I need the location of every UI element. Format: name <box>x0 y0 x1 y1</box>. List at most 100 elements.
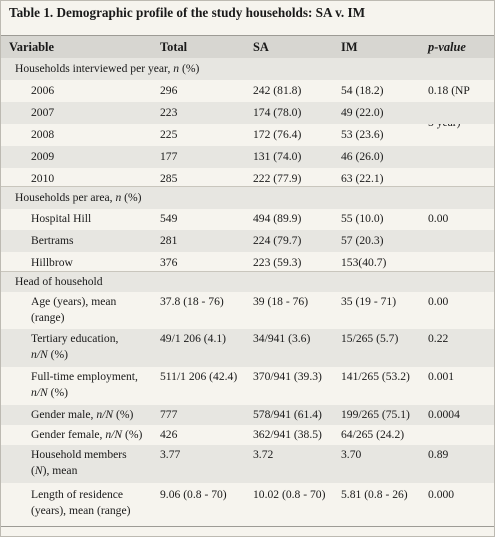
cell-sa: 39 (18 - 76) <box>253 295 309 308</box>
cell-pvalue: 0.001 <box>428 370 455 383</box>
cell-total: 9.06 (0.8 - 70) <box>160 488 227 501</box>
table-row: 2009 177 131 (74.0) 46 (26.0) <box>1 146 494 168</box>
cell-total: 37.8 (18 - 76) <box>160 295 224 308</box>
cell-im: 57 (20.3) <box>341 234 384 247</box>
cell-pvalue: 0.000 <box>428 488 455 501</box>
cell-sa: 223 (59.3) <box>253 256 302 269</box>
row-label: 2010 <box>31 172 55 185</box>
cell-im: 3.70 <box>341 448 362 461</box>
row-label: Full-time employment, <box>31 370 138 383</box>
row-label: Length of residence <box>31 488 124 501</box>
row-label: 2009 <box>31 150 55 163</box>
table-row: Hospital Hill 549 494 (89.9) 55 (10.0) 0… <box>1 208 494 230</box>
row-label: Hillbrow <box>31 256 73 269</box>
cell-im: 46 (26.0) <box>341 150 384 163</box>
table-row: Bertrams 281 224 (79.7) 57 (20.3) <box>1 230 494 252</box>
column-header-sa: SA <box>253 40 269 54</box>
cell-im: 63 (22.1) <box>341 172 384 185</box>
row-label: 2007 <box>31 106 55 119</box>
cell-im: 15/265 (5.7) <box>341 332 399 345</box>
table-row: Hillbrow 376 223 (59.3) 153(40.7) <box>1 252 494 274</box>
row-label: n/N (%) <box>31 348 69 361</box>
table-row: 2008 225 172 (76.4) 53 (23.6) <box>1 124 494 146</box>
cell-sa: 34/941 (3.6) <box>253 332 311 345</box>
cell-im: 55 (10.0) <box>341 212 384 225</box>
cell-im: 54 (18.2) <box>341 84 384 97</box>
row-label: (years), mean (range) <box>31 504 131 517</box>
cell-sa: 174 (78.0) <box>253 106 302 119</box>
cell-pvalue: 0.00 <box>428 295 449 308</box>
cell-sa: 494 (89.9) <box>253 212 302 225</box>
cell-sa: 224 (79.7) <box>253 234 302 247</box>
cell-sa: 172 (76.4) <box>253 128 302 141</box>
cell-total: 285 <box>160 172 178 185</box>
cell-total: 426 <box>160 428 178 441</box>
cell-total: 549 <box>160 212 178 225</box>
row-label: Gender male, n/N (%) <box>31 408 134 421</box>
cell-total: 177 <box>160 150 178 163</box>
table-row: Gender male, n/N (%) 777 578/941 (61.4) … <box>1 405 494 425</box>
cell-im: 35 (19 - 71) <box>341 295 397 308</box>
cell-im: 53 (23.6) <box>341 128 384 141</box>
table-row: 2010 285 222 (77.9) 63 (22.1) <box>1 168 494 190</box>
table-row: Gender female, n/N (%) 426 362/941 (38.5… <box>1 425 494 445</box>
row-label: Bertrams <box>31 234 74 247</box>
row-label: Age (years), mean <box>31 295 117 308</box>
row-label: Gender female, n/N (%) <box>31 428 143 441</box>
cell-pvalue: 0.00 <box>428 212 449 225</box>
cell-pvalue: 0.0004 <box>428 408 460 421</box>
section-label: Households per area, n (%) <box>15 191 142 204</box>
cell-sa: 362/941 (38.5) <box>253 428 322 441</box>
table-caption: Table 1. Demographic profile of the stud… <box>9 5 366 20</box>
cell-im: 141/265 (53.2) <box>341 370 410 383</box>
row-label: Tertiary education, <box>31 332 119 345</box>
table-row: Length of residence (years), mean (range… <box>1 483 494 525</box>
cell-total: 223 <box>160 106 178 119</box>
row-label: (range) <box>31 311 65 324</box>
cell-im: 5.81 (0.8 - 26) <box>341 488 408 501</box>
column-header-total: Total <box>160 40 188 54</box>
cell-total: 511/1 206 (42.4) <box>160 370 238 383</box>
column-header-variable: Variable <box>9 40 54 54</box>
row-label: 2006 <box>31 84 55 97</box>
cell-total: 3.77 <box>160 448 181 461</box>
cell-sa: 131 (74.0) <box>253 150 302 163</box>
table-header: Variable Total SA IM p-value <box>1 35 494 59</box>
table-row: Full-time employment, n/N (%) 511/1 206 … <box>1 367 494 405</box>
cell-sa: 370/941 (39.3) <box>253 370 322 383</box>
cell-pvalue: 0.22 <box>428 332 449 345</box>
table-row: 2006 296 242 (81.8) 54 (18.2) 0.18 (NP t… <box>1 80 494 129</box>
section-row: Households interviewed per year, n (%) <box>1 58 494 80</box>
cell-pvalue: 0.89 <box>428 448 449 461</box>
cell-total: 376 <box>160 256 178 269</box>
row-label: n/N (%) <box>31 386 69 399</box>
cell-sa: 3.72 <box>253 448 274 461</box>
column-header-im: IM <box>341 40 358 54</box>
cell-total: 49/1 206 (4.1) <box>160 332 227 345</box>
row-label: Household members <box>31 448 127 461</box>
cell-pvalue: 0.18 (NP <box>428 84 470 97</box>
cell-total: 225 <box>160 128 178 141</box>
cell-total: 777 <box>160 408 178 421</box>
section-row: Head of household <box>1 271 494 292</box>
cell-im: 64/265 (24.2) <box>341 428 405 441</box>
row-label: Hospital Hill <box>31 212 92 225</box>
cell-sa: 578/941 (61.4) <box>253 408 322 421</box>
cell-sa: 10.02 (0.8 - 70) <box>253 488 326 501</box>
column-header-pvalue: p-value <box>428 40 466 54</box>
table-row: Age (years), mean (range) 37.8 (18 - 76)… <box>1 291 494 329</box>
cell-sa: 222 (77.9) <box>253 172 302 185</box>
section-label: Head of household <box>15 275 103 288</box>
row-label: 2008 <box>31 128 55 141</box>
table-row: Household members (N), mean 3.77 3.72 3.… <box>1 445 494 483</box>
cell-sa: 242 (81.8) <box>253 84 302 97</box>
cell-total: 296 <box>160 84 178 97</box>
cell-total: 281 <box>160 234 178 247</box>
section-label: Households interviewed per year, n (%) <box>15 62 200 75</box>
table-row: 2007 223 174 (78.0) 49 (22.0) <box>1 102 494 124</box>
row-label: (N), mean <box>31 464 78 477</box>
section-row: Households per area, n (%) <box>1 186 494 209</box>
cell-im: 199/265 (75.1) <box>341 408 410 421</box>
table-row: Tertiary education, n/N (%) 49/1 206 (4.… <box>1 329 494 367</box>
